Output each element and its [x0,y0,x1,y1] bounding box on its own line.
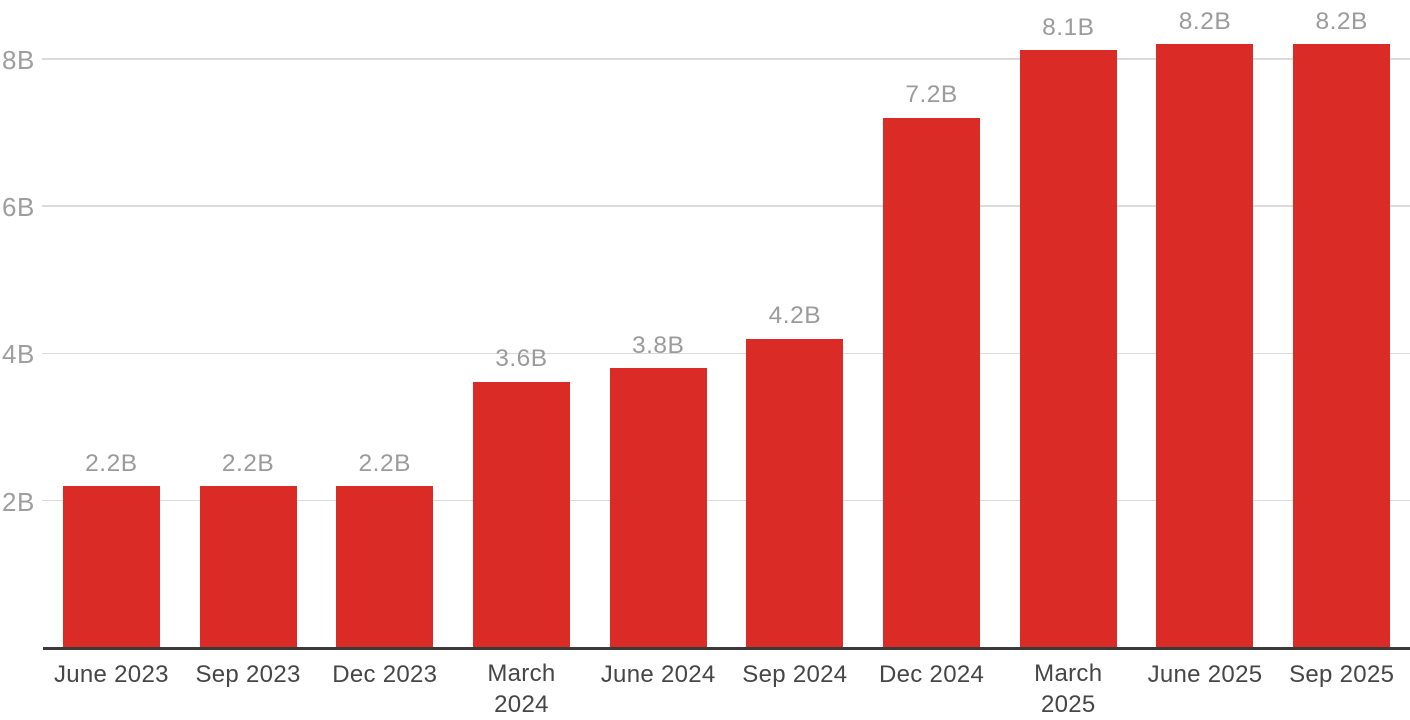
chart-column: 8.1B March 2025 [1000,0,1137,720]
bar-value-label: 2.2B [85,449,138,477]
bar-stack: 2.2B [43,0,180,648]
x-axis-tick-label: Dec 2023 [332,661,438,688]
chart-column: 4.2B Sep 2024 [727,0,864,720]
bar-value-label: 8.2B [1178,7,1232,35]
bar-value-label: 8.2B [1315,7,1368,35]
bar-stack: 8.1B [1000,0,1137,647]
bar [472,381,570,647]
chart-column: 3.6B March 2024 [453,0,590,720]
bar-value-label: 2.2B [221,449,275,477]
bar-stack: 8.2B [1273,0,1410,648]
y-axis-tick-label: 2B [2,486,35,517]
x-axis-tick-label: Sep 2024 [742,661,848,688]
x-axis-tick-label: Dec 2024 [879,661,985,688]
gridline-4B [42,352,1410,355]
bar-stack: 7.2B [863,0,1000,648]
bar-value-label: 3.6B [495,345,548,373]
bar [199,486,297,648]
y-axis-tick-label: 8B [2,44,35,75]
chart-column: 8.2B Sep 2025 [1273,0,1410,720]
bar [336,486,434,648]
bar-value-label: 3.8B [631,331,685,359]
columns: 2.2B June 2023 2.2B Sep 2023 2.2B Dec 2023 3.6… [43,0,1410,720]
bar [1019,50,1117,647]
x-axis-tick-label: March 2025 [1034,659,1103,718]
gridline-2B [42,499,1410,502]
bar-stack: 8.2B [1137,0,1274,648]
x-axis-tick-label: Sep 2025 [1289,661,1395,688]
chart-column: 2.2B Sep 2023 [180,0,317,720]
chart-column: 2.2B June 2023 [43,0,180,720]
bar-stack: 2.2B [180,0,317,648]
bar-stack: 3.8B [590,0,727,648]
y-axis-tick-label: 6B [2,192,35,223]
x-axis-tick-label: June 2024 [600,661,716,688]
x-axis-tick-label: June 2023 [53,661,169,688]
gridline-6B [42,205,1410,207]
chart-column: 8.2B June 2025 [1137,0,1274,720]
bar [883,117,981,648]
bar-stack: 3.6B [453,0,590,647]
bar [62,486,160,648]
x-axis-tick-label: March 2024 [487,659,556,718]
bar [1293,44,1391,648]
bar-stack: 2.2B [316,0,453,648]
bar [609,368,707,648]
gridline-8B [42,58,1410,60]
chart-column: 2.2B Dec 2023 [316,0,453,720]
bar-value-label: 7.2B [905,81,958,109]
y-axis-tick-label: 4B [2,339,35,370]
bar-value-label: 8.1B [1042,13,1095,41]
x-axis-tick-label: June 2025 [1147,661,1263,688]
chart-column: 7.2B Dec 2024 [863,0,1000,720]
x-axis-line [43,647,1410,650]
chart-column: 3.8B June 2024 [590,0,727,720]
bar-value-label: 4.2B [768,302,822,330]
bar [746,338,844,648]
x-axis-tick-label: Sep 2023 [195,661,301,688]
bar-value-label: 2.2B [358,449,411,477]
bar-stack: 4.2B [727,0,864,648]
bar [1156,44,1254,648]
